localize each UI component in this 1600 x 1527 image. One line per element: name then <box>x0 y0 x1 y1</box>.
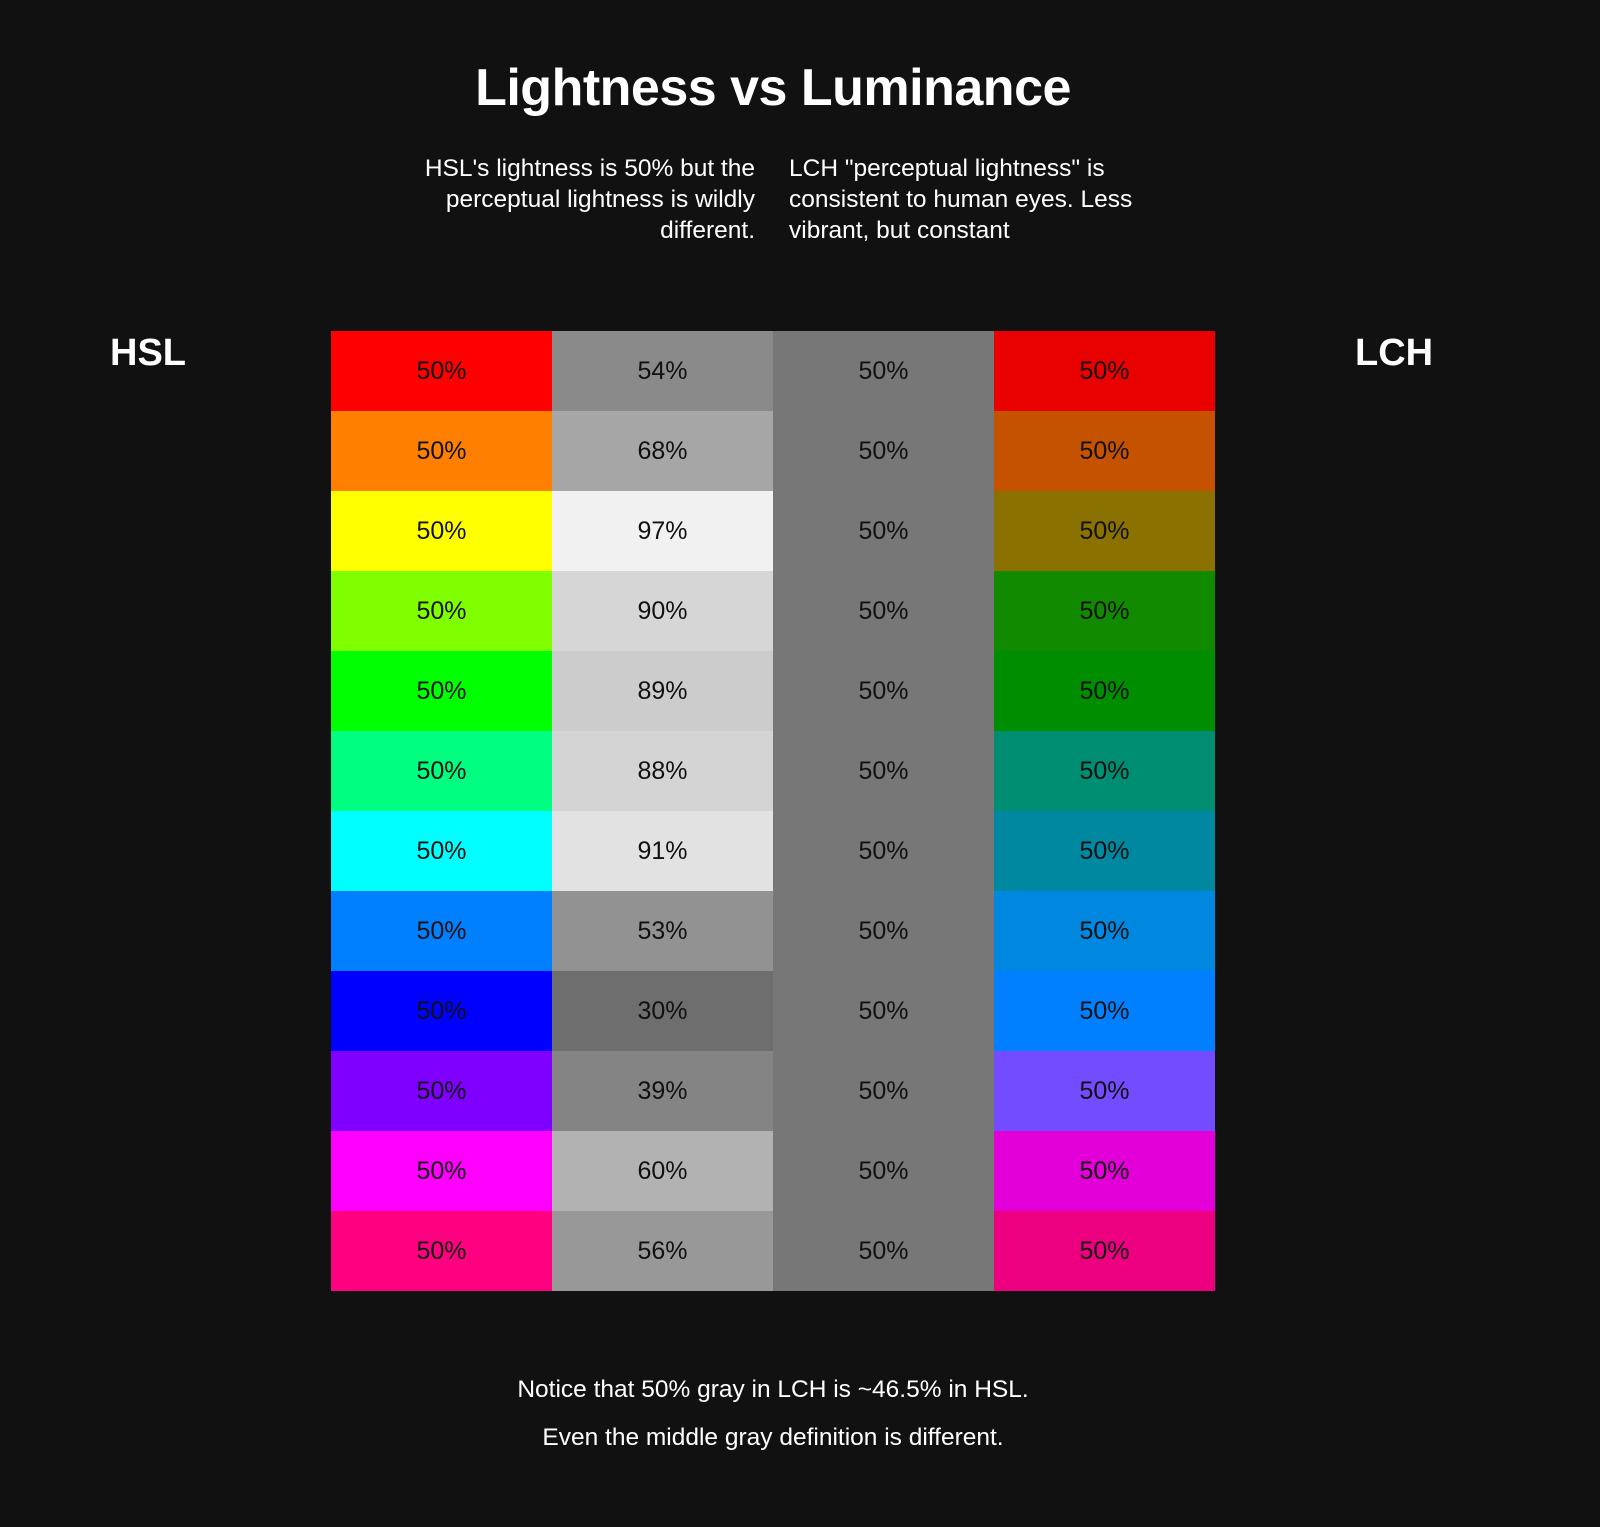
lch-swatch: 50% <box>994 811 1215 891</box>
lch-swatch: 50% <box>994 891 1215 971</box>
hsl-swatch: 50% <box>331 971 552 1051</box>
hsl-gray-swatch: 68% <box>552 411 773 491</box>
hsl-gray-swatch: 53% <box>552 891 773 971</box>
lch-swatch: 50% <box>994 491 1215 571</box>
hsl-gray-swatch: 89% <box>552 651 773 731</box>
lch-gray-swatch: 50% <box>773 651 994 731</box>
hsl-gray-swatch: 60% <box>552 1131 773 1211</box>
footer-note-1: Notice that 50% gray in LCH is ~46.5% in… <box>517 1376 1029 1403</box>
lch-swatch: 50% <box>994 1051 1215 1131</box>
hsl-gray-swatch: 54% <box>552 331 773 411</box>
lch-swatch: 50% <box>994 331 1215 411</box>
hsl-swatch: 50% <box>331 1131 552 1211</box>
lch-description: LCH "perceptual lightness" is consistent… <box>789 155 1133 244</box>
hsl-gray-swatch: 88% <box>552 731 773 811</box>
lch-swatch: 50% <box>994 1131 1215 1211</box>
lch-gray-swatch: 50% <box>773 811 994 891</box>
lch-label: LCH <box>1355 332 1434 374</box>
lch-gray-swatch: 50% <box>773 411 994 491</box>
lch-swatch: 50% <box>994 411 1215 491</box>
hsl-gray-swatch: 90% <box>552 571 773 651</box>
lch-gray-swatch: 50% <box>773 491 994 571</box>
hsl-label: HSL <box>110 332 186 374</box>
lch-gray-swatch: 50% <box>773 1051 994 1131</box>
lch-gray-swatch: 50% <box>773 731 994 811</box>
lch-swatch: 50% <box>994 651 1215 731</box>
hsl-gray-swatch: 39% <box>552 1051 773 1131</box>
page-title: Lightness vs Luminance <box>475 59 1071 117</box>
lch-gray-swatch: 50% <box>773 1211 994 1291</box>
hsl-gray-swatch: 97% <box>552 491 773 571</box>
lch-gray-swatch: 50% <box>773 971 994 1051</box>
hsl-swatch: 50% <box>331 491 552 571</box>
hsl-gray-swatch: 56% <box>552 1211 773 1291</box>
lch-gray-swatch: 50% <box>773 1131 994 1211</box>
hsl-gray-swatch: 91% <box>552 811 773 891</box>
hsl-swatch: 50% <box>331 1051 552 1131</box>
lch-swatch: 50% <box>994 1211 1215 1291</box>
lch-gray-swatch: 50% <box>773 571 994 651</box>
lch-swatch: 50% <box>994 571 1215 651</box>
hsl-swatch: 50% <box>331 571 552 651</box>
hsl-swatch: 50% <box>331 411 552 491</box>
lch-gray-swatch: 50% <box>773 331 994 411</box>
hsl-swatch: 50% <box>331 811 552 891</box>
hsl-swatch: 50% <box>331 331 552 411</box>
color-comparison-grid: 50% 54% 50% 50% 50% 68% 50% 50% 50% 97% 50% 50% 50% 9… <box>331 331 1215 1291</box>
hsl-gray-swatch: 30% <box>552 971 773 1051</box>
footer-note-2: Even the middle gray definition is diffe… <box>542 1424 1004 1451</box>
hsl-swatch: 50% <box>331 1211 552 1291</box>
lch-swatch: 50% <box>994 731 1215 811</box>
hsl-description: HSL's lightness is 50% but the perceptua… <box>424 155 755 244</box>
lch-swatch: 50% <box>994 971 1215 1051</box>
lch-gray-swatch: 50% <box>773 891 994 971</box>
hsl-swatch: 50% <box>331 731 552 811</box>
hsl-swatch: 50% <box>331 891 552 971</box>
hsl-swatch: 50% <box>331 651 552 731</box>
